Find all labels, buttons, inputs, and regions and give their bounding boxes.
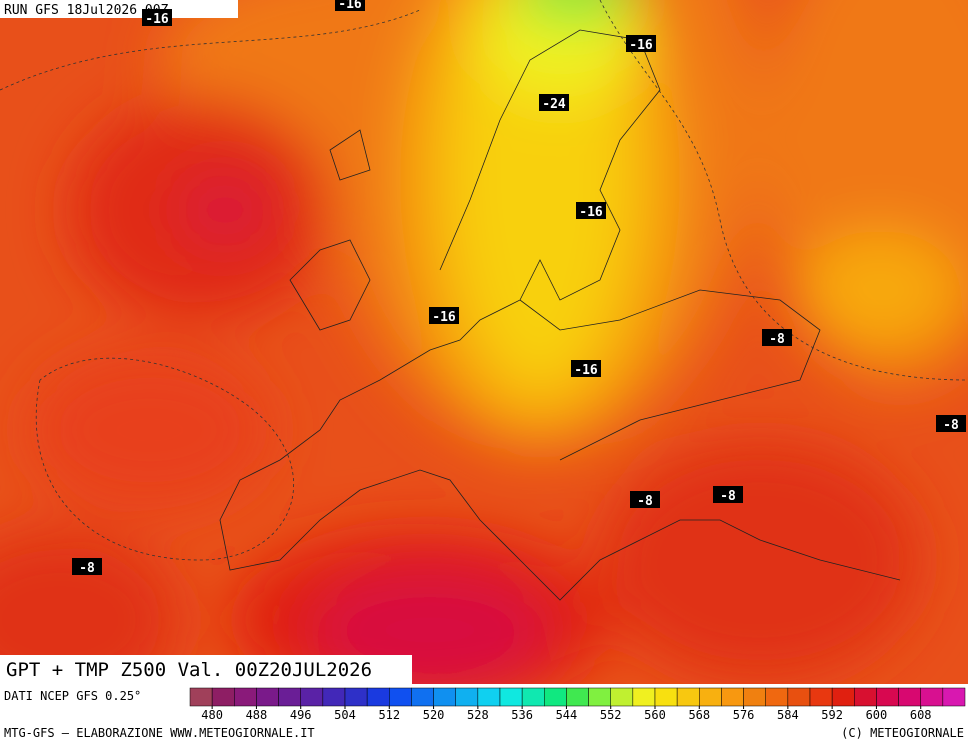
contour-label: -8 xyxy=(769,332,785,347)
legend-swatch xyxy=(721,687,744,707)
legend-swatch xyxy=(632,687,656,707)
contour-label-box xyxy=(142,9,172,26)
legend-swatch xyxy=(787,687,811,707)
contour-label-box xyxy=(630,491,660,508)
legend-tick-label: 592 xyxy=(821,708,843,722)
legend-swatch xyxy=(256,687,279,707)
legend-swatch xyxy=(521,687,545,707)
legend-swatch xyxy=(344,687,368,707)
legend-tick-label: 488 xyxy=(246,708,268,722)
legend-swatch xyxy=(809,687,833,707)
contour-label: -16 xyxy=(338,0,362,12)
legend-swatch xyxy=(499,687,523,707)
legend-tick-label: 536 xyxy=(511,708,533,722)
legend-swatch xyxy=(876,687,899,707)
legend-tick-label: 568 xyxy=(688,708,710,722)
contour-label-box xyxy=(576,202,606,219)
legend-swatch xyxy=(544,687,567,707)
legend-swatch xyxy=(942,687,966,707)
legend-swatch xyxy=(189,687,213,707)
legend-swatch xyxy=(765,687,789,707)
contour-label-box xyxy=(539,94,569,111)
contour-label-box xyxy=(335,0,365,11)
legend-tick-label: 504 xyxy=(334,708,356,722)
contour-label-box xyxy=(762,329,792,346)
legend-tick-label: 576 xyxy=(733,708,755,722)
legend-tick-label: 480 xyxy=(201,708,223,722)
run-label: RUN GFS 18Jul2026 00Z xyxy=(4,3,169,18)
legend-swatch xyxy=(411,687,434,707)
contour-label: -24 xyxy=(542,97,566,112)
legend-swatch xyxy=(366,687,390,707)
legend-swatch xyxy=(699,687,722,707)
legend-tick-label: 584 xyxy=(777,708,799,722)
contour-label: -16 xyxy=(432,310,456,325)
legend-tick-label: 512 xyxy=(378,708,400,722)
source: DATI NCEP GFS 0.25° xyxy=(4,689,141,703)
contour-label-box xyxy=(429,307,459,324)
legend-tick-label: 544 xyxy=(556,708,578,722)
credit: MTG-GFS — ELABORAZIONE WWW.METEOGIORNALE… xyxy=(4,726,315,740)
legend-swatch xyxy=(743,687,766,707)
contour-label: -8 xyxy=(637,494,653,509)
contour-label-box xyxy=(571,360,601,377)
legend-tick-label: 528 xyxy=(467,708,489,722)
legend-swatch xyxy=(654,687,678,707)
map-title: GPT + TMP Z500 Val. 00Z20JUL2026 xyxy=(6,659,372,681)
legend-tick-label: 560 xyxy=(644,708,666,722)
contour-label: -16 xyxy=(574,363,598,378)
contour-label: -16 xyxy=(579,205,603,220)
legend-swatch xyxy=(234,687,257,707)
geo-lines xyxy=(219,29,901,601)
contour-label: -8 xyxy=(943,418,959,433)
legend-swatch xyxy=(455,687,479,707)
contour-label-box xyxy=(936,415,966,432)
legend-swatch xyxy=(477,687,501,707)
contour-label-box xyxy=(72,558,102,575)
run-box xyxy=(0,0,238,18)
legend-swatch xyxy=(920,687,944,707)
legend-swatch xyxy=(389,687,412,707)
legend-swatch xyxy=(610,687,634,707)
legend-tick-label: 520 xyxy=(423,708,445,722)
title-box xyxy=(0,655,412,684)
legend-swatch xyxy=(831,687,855,707)
map xyxy=(0,0,968,684)
copyright: (C) METEOGIORNALE xyxy=(841,726,964,740)
legend-swatch xyxy=(854,687,877,707)
contour-label-box xyxy=(713,486,743,503)
legend-swatch xyxy=(676,687,700,707)
contour-label: -8 xyxy=(79,561,95,576)
legend-tick-label: 552 xyxy=(600,708,622,722)
legend-swatch xyxy=(588,687,611,707)
legend-swatch xyxy=(278,687,301,707)
legend-swatch xyxy=(300,687,324,707)
legend-swatch xyxy=(211,687,235,707)
contour-label: -8 xyxy=(720,489,736,504)
legend-swatch xyxy=(322,687,346,707)
contour-label: -16 xyxy=(629,38,653,53)
contour-label: -16 xyxy=(145,12,169,27)
legend-tick-label: 600 xyxy=(866,708,888,722)
legend-tick-label: 496 xyxy=(290,708,312,722)
legend-tick-label: 608 xyxy=(910,708,932,722)
legend-swatch xyxy=(433,687,456,707)
legend-swatch xyxy=(898,687,921,707)
legend-swatch xyxy=(566,687,589,707)
contour-label-box xyxy=(626,35,656,52)
